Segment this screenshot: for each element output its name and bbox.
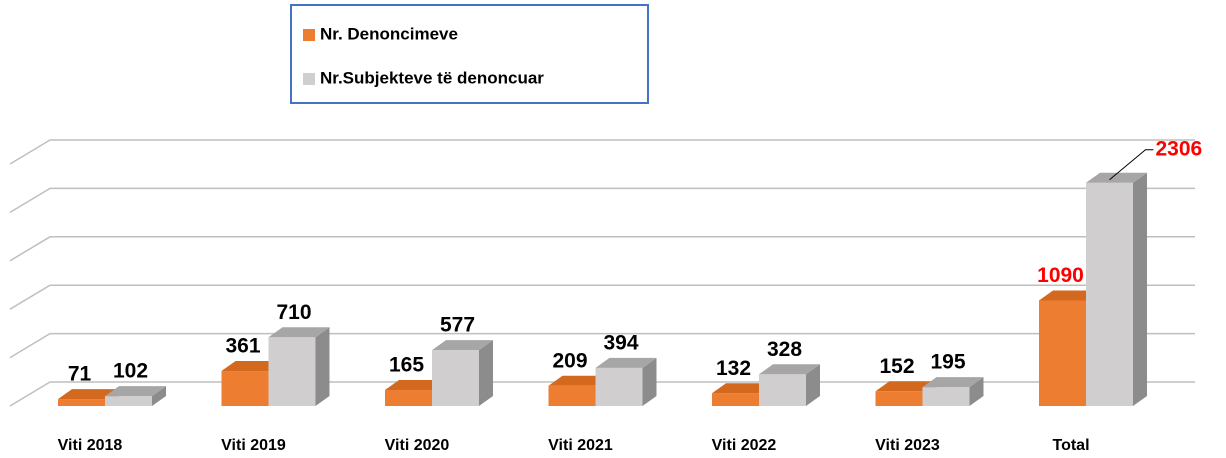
bar-top (1039, 290, 1100, 301)
data-label: 71 (68, 363, 92, 386)
bar (1086, 182, 1133, 406)
legend-label: Nr. Denoncimeve (320, 24, 458, 43)
bar (595, 367, 643, 406)
bar-top (1086, 172, 1147, 183)
bar (922, 387, 970, 406)
bar (58, 399, 105, 406)
data-label: 132 (716, 357, 751, 380)
bar-top (385, 380, 446, 391)
bar (221, 371, 269, 406)
bar-top (595, 357, 657, 368)
legend-swatch (303, 29, 315, 41)
x-tick-label: Total (1052, 437, 1089, 454)
bar-top (875, 381, 937, 392)
data-label: 710 (276, 301, 311, 324)
grid-line (9, 139, 1195, 165)
data-label: 102 (113, 360, 148, 383)
bar (385, 390, 432, 406)
data-label: 152 (879, 355, 914, 378)
bar-top (548, 375, 610, 386)
x-tick-label: Viti 2023 (875, 437, 940, 454)
bar (712, 393, 759, 406)
bar (268, 337, 316, 406)
bar-top (105, 386, 166, 397)
bar (759, 374, 806, 406)
x-tick-label: Viti 2019 (221, 437, 286, 454)
leader-line (1109, 149, 1154, 181)
bar-side (1133, 172, 1147, 406)
legend-swatch (303, 73, 315, 85)
data-label: 195 (930, 351, 965, 374)
data-label: 209 (552, 349, 587, 372)
legend-label: Nr.Subjekteve të denoncuar (320, 68, 544, 87)
bar-top (759, 364, 820, 375)
bar (875, 391, 923, 406)
bar-top (432, 340, 493, 351)
bar-side (806, 364, 820, 406)
data-label: 361 (225, 335, 260, 358)
bar-side (315, 327, 330, 406)
bar (432, 350, 479, 406)
x-tick-label: Viti 2022 (712, 437, 777, 454)
bar-side (969, 377, 984, 406)
data-label: 394 (603, 331, 638, 354)
x-tick-label: Viti 2020 (385, 437, 450, 454)
data-label: 165 (389, 354, 424, 377)
grid-line (9, 187, 1195, 214)
legend-box (290, 4, 649, 104)
x-tick-label: Viti 2021 (548, 437, 613, 454)
data-label: 2306 (1156, 137, 1203, 160)
bar (548, 385, 596, 406)
bar-side (642, 357, 657, 406)
x-tick-label: Viti 2018 (58, 437, 123, 454)
bar-top (922, 377, 984, 388)
data-label: 577 (440, 314, 475, 337)
data-label: 1090 (1037, 264, 1084, 287)
bar-side (479, 340, 493, 406)
bar (105, 396, 152, 406)
grid-line (9, 332, 1195, 359)
grid-line (9, 236, 1195, 262)
bar-top (712, 383, 773, 394)
bar-top (221, 361, 283, 372)
data-label: 328 (767, 338, 802, 361)
bar-side (152, 386, 166, 406)
bar-top (268, 327, 330, 338)
bar-top (58, 389, 119, 400)
grid-line (9, 284, 1195, 310)
bar (1039, 300, 1086, 406)
